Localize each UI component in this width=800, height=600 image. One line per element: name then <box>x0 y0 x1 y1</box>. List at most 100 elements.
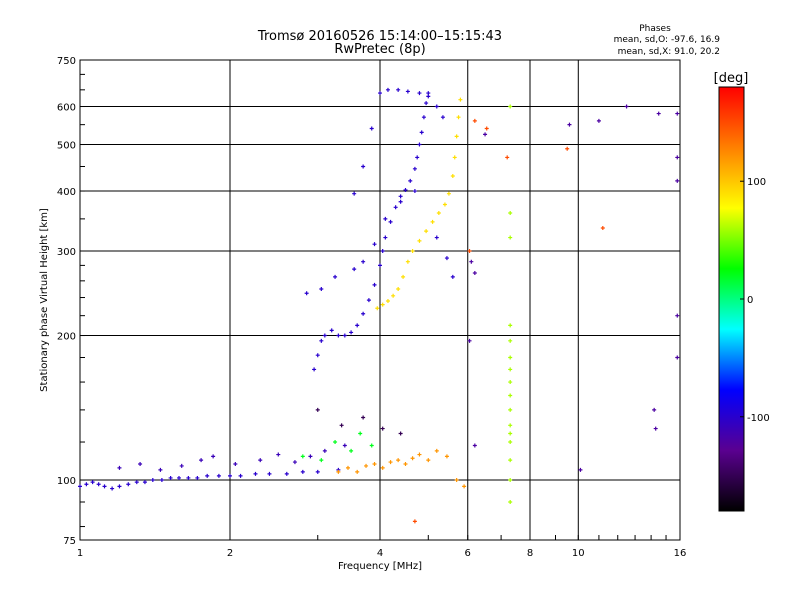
echo-point <box>417 91 422 96</box>
echo-point <box>417 142 422 147</box>
echo-point <box>675 155 680 160</box>
echo-point <box>567 122 572 127</box>
echo-point <box>300 454 305 459</box>
echo-point <box>322 333 327 338</box>
echo-point <box>434 448 439 453</box>
echo-point <box>508 407 513 412</box>
echo-point <box>378 91 382 96</box>
echo-point <box>508 338 513 343</box>
echo-point <box>380 249 385 254</box>
colorbar-tick-label: 100 <box>747 177 766 188</box>
echo-point <box>450 173 455 178</box>
echo-point <box>508 423 513 428</box>
echo-point <box>396 87 401 92</box>
echo-point <box>444 256 449 261</box>
echo-point <box>292 460 297 465</box>
y-axis-label: Stationary phase Virtual Height [km] <box>39 208 50 392</box>
echo-point <box>417 238 422 243</box>
echo-point <box>508 431 513 436</box>
echo-point <box>444 454 449 459</box>
echo-point <box>322 448 327 453</box>
echo-point <box>380 426 385 431</box>
echo-point <box>436 211 441 216</box>
echo-point <box>366 298 371 303</box>
echo-point <box>355 469 360 474</box>
echo-point <box>138 461 143 466</box>
echo-point <box>336 469 341 474</box>
echo-point <box>675 355 680 360</box>
echo-point <box>168 475 173 480</box>
echo-point <box>398 199 403 204</box>
echo-point <box>117 484 122 489</box>
y-tick-label: 300 <box>57 247 76 258</box>
y-tick-label: 750 <box>57 56 76 67</box>
x-tick-label: 2 <box>227 548 233 559</box>
echo-point <box>456 115 461 120</box>
echo-point <box>158 467 163 472</box>
echo-point <box>462 484 467 489</box>
echo-point <box>508 440 513 445</box>
echo-point <box>96 482 101 487</box>
echo-point <box>508 323 513 328</box>
echo-point <box>508 393 513 398</box>
echo-point <box>508 355 513 360</box>
echo-point <box>319 458 324 463</box>
echo-point <box>205 473 210 478</box>
y-tick-label: 600 <box>57 103 76 114</box>
y-tick-label: 75 <box>63 536 76 547</box>
echo-point <box>472 270 477 275</box>
echo-point <box>329 328 334 333</box>
echo-point <box>78 484 82 489</box>
echo-point <box>412 519 417 524</box>
echo-point <box>426 94 431 99</box>
y-tick-label: 200 <box>57 332 76 343</box>
echo-point <box>216 473 221 478</box>
echo-point <box>90 480 95 485</box>
echo-point <box>434 235 439 240</box>
grid-lines <box>80 60 680 540</box>
echo-point <box>319 287 324 292</box>
echo-point <box>434 104 439 109</box>
echo-point <box>508 458 513 463</box>
echo-point <box>319 338 324 343</box>
echo-point <box>228 473 232 478</box>
echo-point <box>442 202 447 207</box>
echo-point <box>345 465 350 470</box>
echo-point <box>440 115 445 120</box>
echo-point <box>159 478 164 483</box>
y-tick-label: 400 <box>57 187 76 198</box>
echo-point <box>342 333 347 338</box>
echo-point <box>403 461 408 466</box>
echo-point <box>412 166 417 171</box>
data-points <box>78 87 680 524</box>
echo-point <box>383 235 388 240</box>
echo-point <box>364 463 369 468</box>
y-tick-label: 500 <box>57 141 76 152</box>
echo-point <box>372 282 377 287</box>
echo-point <box>656 111 661 116</box>
echo-point <box>410 456 415 461</box>
y-axis-ticks: 75 100 200 300 400 500 600 750 <box>57 56 85 547</box>
x-tick-label: 6 <box>465 548 471 559</box>
echo-point <box>315 407 320 412</box>
x-tick-label: 16 <box>674 548 687 559</box>
echo-point <box>454 134 459 139</box>
x-tick-label: 4 <box>377 548 383 559</box>
echo-point <box>233 461 238 466</box>
echo-point <box>315 353 320 358</box>
echo-point <box>211 454 216 459</box>
echo-point <box>380 465 385 470</box>
echo-point <box>472 443 477 448</box>
chart-subtitle: RwPretec (8p) <box>334 42 425 57</box>
echo-point <box>383 216 388 221</box>
echo-point <box>84 482 89 487</box>
echo-point <box>126 482 131 487</box>
echo-point <box>421 115 426 120</box>
echo-point <box>352 267 357 272</box>
echo-point <box>284 471 289 476</box>
echo-point <box>508 499 513 504</box>
phase-stats-heading: Phases <box>639 24 671 34</box>
echo-point <box>333 440 338 445</box>
echo-point <box>410 249 415 254</box>
